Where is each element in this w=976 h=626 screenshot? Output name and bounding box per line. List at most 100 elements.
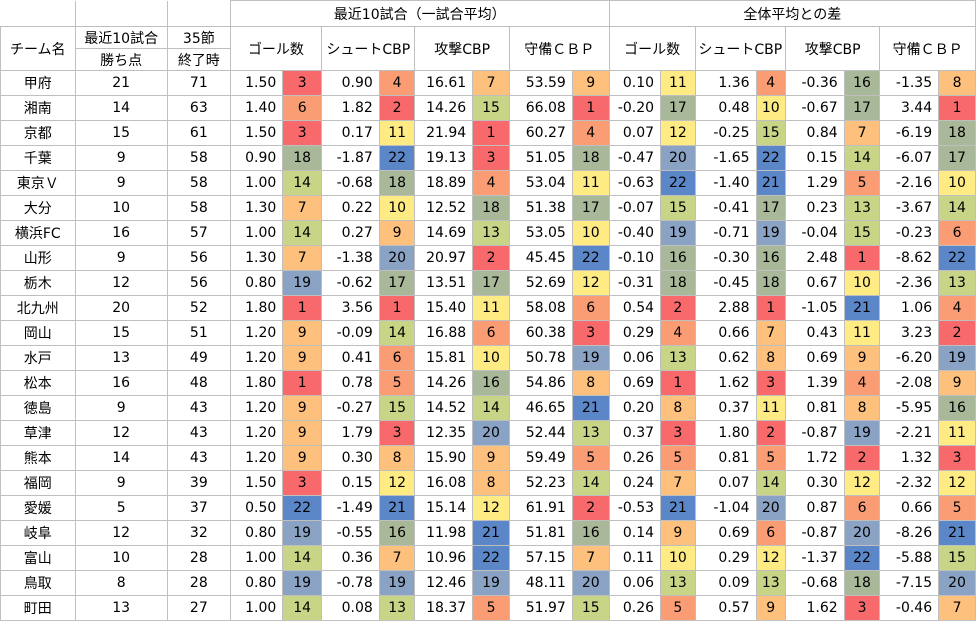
diff-attack-rank-cell: 22 xyxy=(843,545,881,571)
diff-defense-value-cell: 3.23 xyxy=(879,320,940,346)
diff-shoot-value-cell: 0.66 xyxy=(694,320,757,346)
recent-shoot-rank-cell: 16 xyxy=(378,520,416,546)
diff-defense-value-cell: -2.32 xyxy=(879,470,940,496)
diff-goals-value-cell: 0.10 xyxy=(608,70,662,96)
diff-shoot-value-cell: 0.29 xyxy=(694,545,757,571)
table-row: 山形 9 56 1.30 7 -1.38 20 20.97 2 45.45 22 -0.10 16 -0.… xyxy=(0,245,976,271)
total-points-cell: 56 xyxy=(166,245,231,271)
recent-shoot-rank-cell: 19 xyxy=(378,570,416,596)
recent-goals-value-cell: 1.50 xyxy=(229,70,284,96)
recent-points-cell: 9 xyxy=(74,170,168,196)
recent-goals-value-cell: 0.80 xyxy=(229,270,284,296)
recent-shoot-rank-cell: 9 xyxy=(378,220,416,246)
diff-goals-value-cell: 0.69 xyxy=(608,370,662,396)
diff-goals-rank-cell: 1 xyxy=(660,370,696,396)
diff-attack-value-cell: 2.48 xyxy=(784,245,845,271)
diff-attack-rank-cell: 5 xyxy=(843,170,881,196)
diff-goals-rank-cell: 4 xyxy=(660,320,696,346)
diff-attack-rank-cell: 16 xyxy=(843,70,881,96)
team-name-cell: 甲府 xyxy=(0,70,76,96)
diff-shoot-rank-cell: 10 xyxy=(755,95,786,121)
diff-goals-rank-cell: 17 xyxy=(660,95,696,121)
diff-goals-value-cell: 0.26 xyxy=(608,595,662,621)
recent-points-cell: 14 xyxy=(74,445,168,471)
diff-defense-value-cell: -6.19 xyxy=(879,120,940,146)
recent-points-cell: 8 xyxy=(74,570,168,596)
team-name-cell: 徳島 xyxy=(0,395,76,421)
recent-shoot-value-cell: 0.90 xyxy=(321,70,380,96)
recent-points-cell: 9 xyxy=(74,395,168,421)
recent-shoot-value-cell: 0.08 xyxy=(321,595,380,621)
recent-attack-rank-cell: 17 xyxy=(472,270,510,296)
diff-defense-rank-cell: 6 xyxy=(938,220,976,246)
recent-goals-rank-cell: 3 xyxy=(282,470,323,496)
diff-defense-value-cell: -7.15 xyxy=(879,570,940,596)
diff-goals-value-cell: 0.20 xyxy=(608,395,662,421)
diff-goals-value-cell: -0.53 xyxy=(608,495,662,521)
recent-attack-value-cell: 12.52 xyxy=(414,195,474,221)
recent-defense-rank-cell: 17 xyxy=(571,195,610,221)
diff-defense-value-cell: -2.08 xyxy=(879,370,940,396)
recent-shoot-rank-cell: 22 xyxy=(378,145,416,171)
recent-goals-rank-cell: 14 xyxy=(282,595,323,621)
diff-goals-rank-cell: 3 xyxy=(660,420,696,446)
recent-shoot-value-cell: 1.82 xyxy=(321,95,380,121)
diff-defense-rank-cell: 10 xyxy=(938,170,976,196)
recent-shoot-rank-cell: 21 xyxy=(378,495,416,521)
recent-defense-rank-cell: 2 xyxy=(571,495,610,521)
diff-defense-rank-cell: 22 xyxy=(938,245,976,271)
recent-attack-value-cell: 14.26 xyxy=(414,95,474,121)
recent-shoot-rank-cell: 2 xyxy=(378,95,416,121)
diff-defense-rank-cell: 19 xyxy=(938,345,976,371)
diff-shoot-rank-cell: 2 xyxy=(755,420,786,446)
diff-goals-rank-cell: 19 xyxy=(660,220,696,246)
recent-shoot-value-cell: 0.27 xyxy=(321,220,380,246)
diff-goals-value-cell: 0.07 xyxy=(608,120,662,146)
diff-goals-rank-cell: 15 xyxy=(660,195,696,221)
recent-shoot-rank-cell: 10 xyxy=(378,195,416,221)
recent-shoot-value-cell: -1.49 xyxy=(321,495,380,521)
recent-goals-rank-cell: 9 xyxy=(282,395,323,421)
recent-goals-rank-cell: 14 xyxy=(282,220,323,246)
diff-attack-value-cell: 0.15 xyxy=(784,145,845,171)
recent-defense-rank-cell: 12 xyxy=(571,270,610,296)
diff-attack-value-cell: 0.67 xyxy=(784,270,845,296)
recent-goals-rank-cell: 18 xyxy=(282,145,323,171)
table-row: 甲府 21 71 1.50 3 0.90 4 16.61 7 53.59 9 0.10 11 1.36 4-… xyxy=(0,70,976,96)
recent-attack-value-cell: 19.13 xyxy=(414,145,474,171)
table-body: 甲府 21 71 1.50 3 0.90 4 16.61 7 53.59 9 0.10 11 1.36 4-… xyxy=(0,70,976,621)
total-points-cell: 58 xyxy=(166,145,231,171)
total-points-cell: 49 xyxy=(166,345,231,371)
diff-defense-value-cell: -6.20 xyxy=(879,345,940,371)
total-points-cell: 57 xyxy=(166,220,231,246)
total-points-cell: 51 xyxy=(166,320,231,346)
diff-goals-rank-cell: 13 xyxy=(660,570,696,596)
diff-defense-rank-cell: 4 xyxy=(938,295,976,321)
recent-attack-value-cell: 14.52 xyxy=(414,395,474,421)
diff-shoot-value-cell: -0.45 xyxy=(694,270,757,296)
recent-goals-value-cell: 0.80 xyxy=(229,570,284,596)
table-row: 水戸 13 49 1.20 9 0.41 6 15.81 10 50.78 19 0.06 13 0.62… xyxy=(0,345,976,371)
recent-defense-value-cell: 66.08 xyxy=(508,95,573,121)
diff-shoot-value-cell: 1.36 xyxy=(694,70,757,96)
team-name-cell: 福岡 xyxy=(0,470,76,496)
recent-attack-value-cell: 12.46 xyxy=(414,570,474,596)
table-row: 町田 13 27 1.00 14 0.08 13 18.37 5 51.97 15 0.26 5 0.57… xyxy=(0,595,976,621)
recent-shoot-rank-cell: 14 xyxy=(378,320,416,346)
recent-attack-value-cell: 15.14 xyxy=(414,495,474,521)
recent-goals-value-cell: 1.20 xyxy=(229,320,284,346)
recent-attack-rank-cell: 4 xyxy=(472,170,510,196)
recent-goals-value-cell: 0.80 xyxy=(229,520,284,546)
diff-goals-value-cell: 0.29 xyxy=(608,320,662,346)
recent-goals-rank-cell: 6 xyxy=(282,95,323,121)
recent-goals-value-cell: 1.30 xyxy=(229,195,284,221)
diff-shoot-value-cell: -1.40 xyxy=(694,170,757,196)
diff-attack-rank-cell: 6 xyxy=(843,495,881,521)
recent-defense-value-cell: 45.45 xyxy=(508,245,573,271)
diff-attack-value-cell: -0.87 xyxy=(784,420,845,446)
table-row: 岐阜 12 32 0.80 19 -0.55 16 11.98 21 51.81 16 0.14 9 0.… xyxy=(0,520,976,546)
diff-shoot-rank-cell: 14 xyxy=(755,470,786,496)
recent-goals-rank-cell: 19 xyxy=(282,270,323,296)
diff-defense-rank-cell: 21 xyxy=(938,520,976,546)
diff-defense-rank-cell: 16 xyxy=(938,395,976,421)
